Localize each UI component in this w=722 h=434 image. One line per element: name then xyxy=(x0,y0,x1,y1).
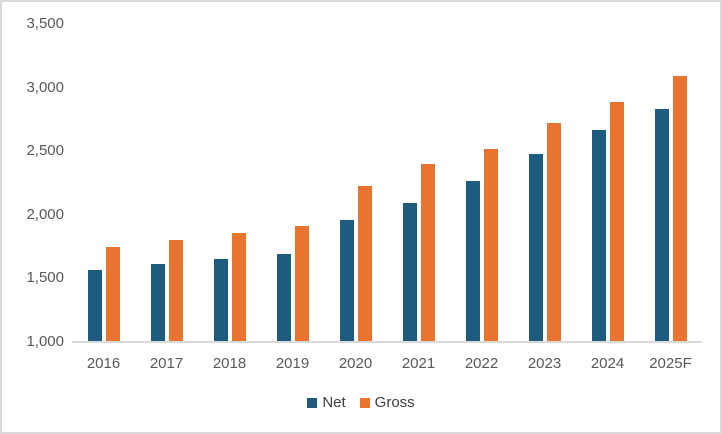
x-tick-label: 2019 xyxy=(275,355,310,372)
y-tick-label: 3,500 xyxy=(26,15,64,32)
bar-gross-2020 xyxy=(357,185,372,342)
bar-gross-2023 xyxy=(546,123,561,342)
bar-net-2019 xyxy=(276,254,291,342)
legend: Net Gross xyxy=(2,395,720,411)
bar-group xyxy=(513,24,576,342)
plot-area xyxy=(72,24,702,342)
bar-gross-2019 xyxy=(294,226,309,342)
x-tick-label: 2023 xyxy=(527,355,562,372)
x-tick-label: 2016 xyxy=(86,355,121,372)
y-tick-label: 1,500 xyxy=(26,269,64,287)
x-tick-label: 2020 xyxy=(338,355,373,372)
x-tick-label: 2017 xyxy=(149,355,184,372)
bar-gross-2022 xyxy=(483,148,498,342)
x-tick-label: 2021 xyxy=(401,355,436,372)
bar-group xyxy=(324,24,387,342)
bar-gross-2018 xyxy=(231,232,246,342)
bar-net-2020 xyxy=(339,219,354,342)
bar-net-2016 xyxy=(87,269,102,342)
bar-gross-2025F xyxy=(672,76,687,342)
bar-group xyxy=(261,24,324,342)
bar-net-2023 xyxy=(528,153,543,342)
x-tick-label: 2025F xyxy=(649,355,692,372)
x-tick-label: 2022 xyxy=(464,355,499,372)
legend-item-net: Net xyxy=(307,394,346,411)
bar-net-2022 xyxy=(465,180,480,342)
x-axis-line xyxy=(72,341,702,343)
bar-gross-2021 xyxy=(420,163,435,342)
y-tick-label: 2,000 xyxy=(26,205,64,223)
bar-group xyxy=(639,24,702,342)
bar-group xyxy=(198,24,261,342)
bar-gross-2016 xyxy=(105,246,120,342)
bar-group xyxy=(450,24,513,342)
bar-net-2017 xyxy=(150,264,165,342)
bar-net-2024 xyxy=(591,129,606,342)
x-tick-label: 2024 xyxy=(590,355,625,372)
y-tick-label: 2,500 xyxy=(26,142,64,160)
legend-swatch-icon xyxy=(359,398,370,408)
bar-group xyxy=(576,24,639,342)
legend-label: Net xyxy=(322,394,346,411)
y-tick-label: 3,000 xyxy=(26,78,64,96)
x-tick-label: 2018 xyxy=(212,355,247,372)
bar-net-2021 xyxy=(402,203,417,342)
bar-gross-2017 xyxy=(168,240,183,342)
y-tick-label: 1,000 xyxy=(26,333,64,350)
legend-item-gross: Gross xyxy=(359,394,415,411)
bar-group xyxy=(387,24,450,342)
bar-group xyxy=(72,24,135,342)
legend-label: Gross xyxy=(374,394,415,411)
bar-net-2025F xyxy=(654,109,669,342)
bar-net-2018 xyxy=(213,259,228,342)
legend-swatch-icon xyxy=(307,398,318,408)
bar-group xyxy=(135,24,198,342)
bar-gross-2024 xyxy=(609,101,624,342)
